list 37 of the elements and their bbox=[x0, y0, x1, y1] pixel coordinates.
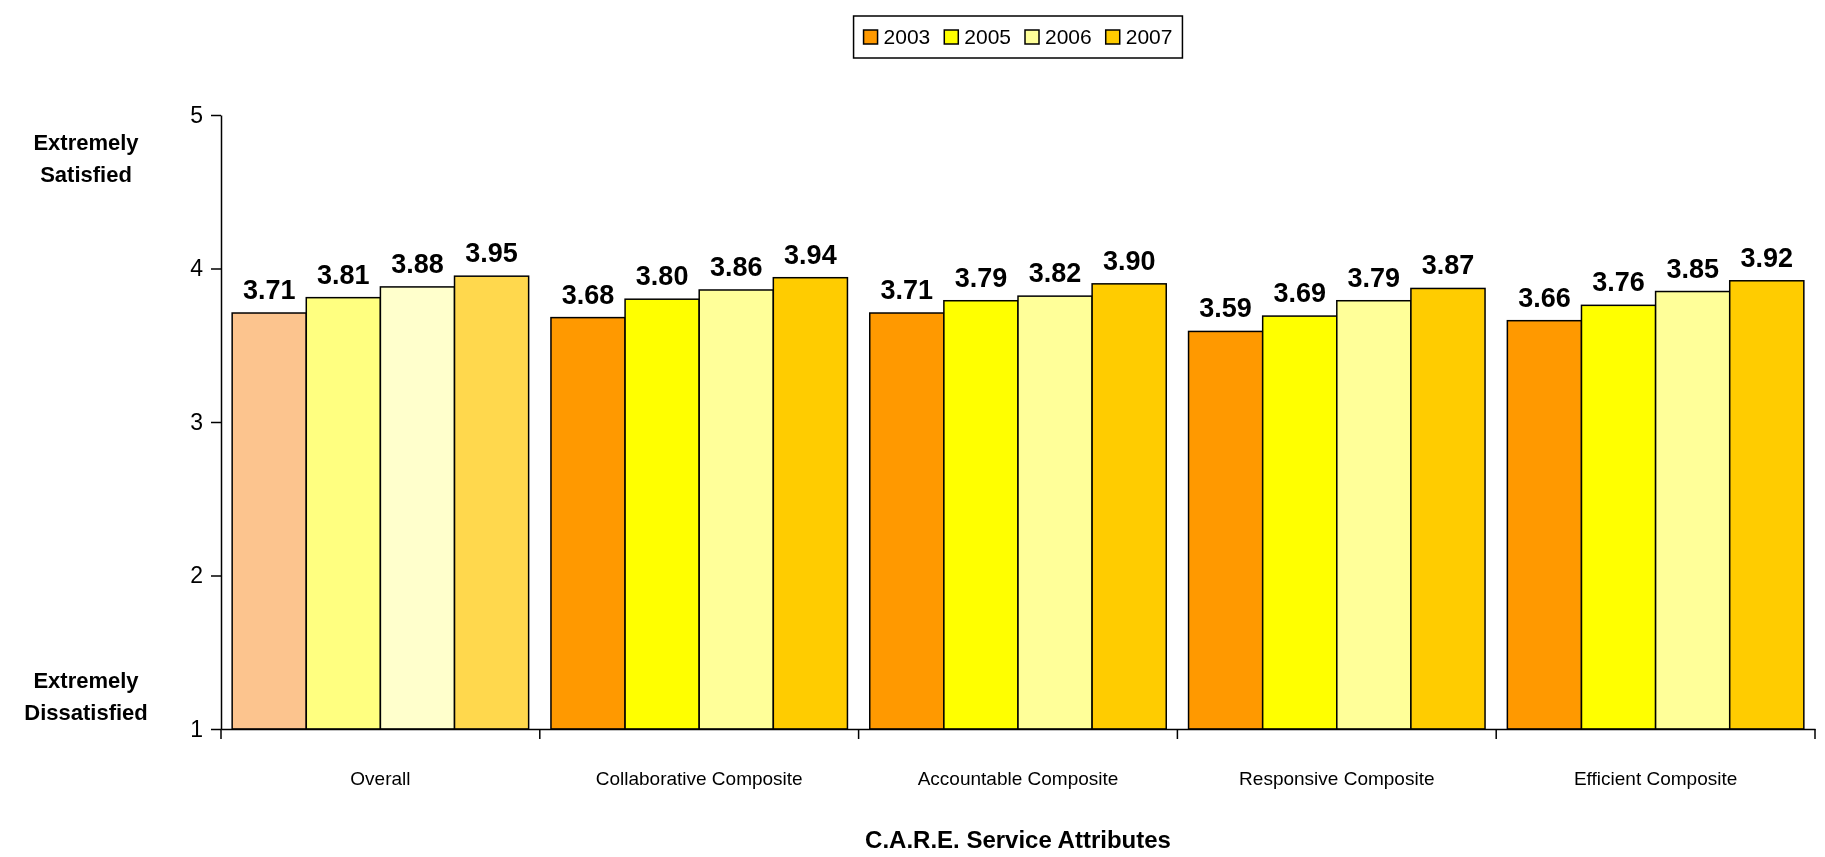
text: Extremely Satisfied bbox=[33, 129, 140, 187]
data-label: 3.71 bbox=[880, 275, 934, 306]
data-label: 3.92 bbox=[1740, 242, 1794, 273]
data-label: 3.86 bbox=[709, 251, 763, 282]
data-label: 3.81 bbox=[317, 259, 370, 290]
data-label: 3.82 bbox=[1028, 258, 1082, 289]
x-tick-label: Efficient Composite bbox=[1573, 768, 1738, 790]
x-tick-label: Responsive Composite bbox=[1239, 768, 1435, 790]
x-tick-label: Accountable Composite bbox=[917, 768, 1119, 790]
data-label: 3.90 bbox=[1102, 245, 1156, 276]
data-label: 3.71 bbox=[242, 275, 296, 306]
data-label: 3.95 bbox=[465, 238, 518, 269]
x-tick-label: Collaborative Composite bbox=[595, 768, 803, 790]
y-tick-label: 1 bbox=[190, 715, 203, 742]
data-label: 3.76 bbox=[1592, 267, 1645, 298]
data-label: 3.59 bbox=[1199, 293, 1252, 324]
data-label: 3.94 bbox=[784, 239, 837, 270]
data-label: 3.66 bbox=[1518, 282, 1571, 313]
y-tick-label: 2 bbox=[190, 562, 203, 589]
data-label: 3.88 bbox=[391, 248, 444, 279]
x-axis-title: C.A.R.E. Service Attributes bbox=[865, 826, 1171, 853]
data-label: 3.79 bbox=[1347, 262, 1401, 293]
legend-label: 2007 bbox=[1125, 25, 1173, 49]
legend-label: 2005 bbox=[964, 25, 1011, 49]
data-label: 3.68 bbox=[561, 279, 615, 310]
data-label: 3.79 bbox=[954, 262, 1008, 293]
text: Extremely Dissatisfied bbox=[24, 667, 148, 725]
y-tick-label: 5 bbox=[190, 101, 203, 128]
data-label: 3.85 bbox=[1666, 253, 1719, 284]
x-tick-label: Overall bbox=[350, 768, 411, 790]
legend-label: 2003 bbox=[883, 25, 931, 49]
y-tick-label: 3 bbox=[190, 408, 203, 435]
data-label: 3.69 bbox=[1273, 278, 1327, 309]
data-label: 3.87 bbox=[1421, 250, 1475, 281]
y-tick-label: 4 bbox=[190, 255, 204, 282]
data-label: 3.80 bbox=[635, 261, 689, 292]
legend-label: 2006 bbox=[1045, 25, 1092, 49]
